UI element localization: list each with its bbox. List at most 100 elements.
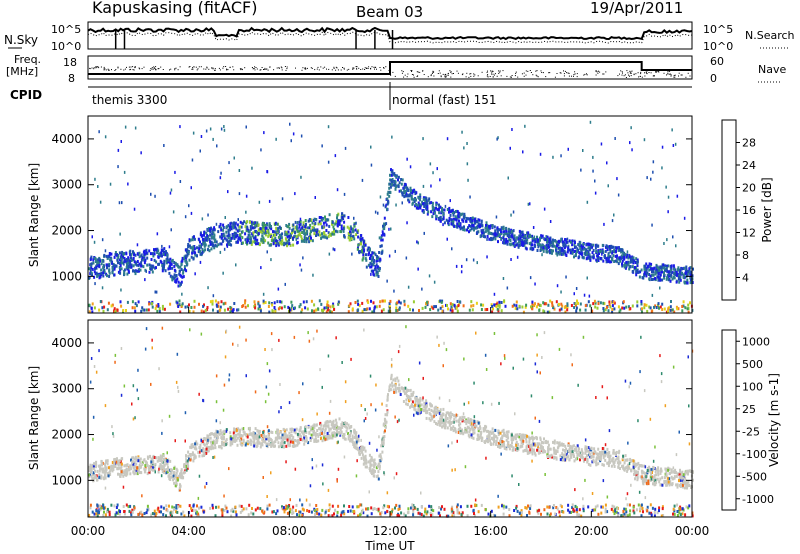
power-cell (287, 230, 290, 234)
velocity-cell (423, 401, 426, 405)
velocity-cell (691, 478, 694, 482)
velocity-cell (555, 457, 558, 461)
velocity-cell (280, 445, 283, 449)
power-cell (298, 225, 301, 229)
power-cell (624, 262, 627, 266)
velocity-cell (466, 430, 469, 434)
power-cell (438, 203, 440, 207)
power-cell (498, 303, 501, 307)
power-cell (424, 305, 427, 309)
power-cell (145, 269, 147, 273)
nave-dot (103, 69, 105, 71)
power-cell (496, 307, 499, 311)
power-cell (325, 229, 328, 232)
power-cell (217, 230, 220, 234)
power-cell (328, 224, 331, 228)
power-cell (353, 224, 356, 228)
power-cell (606, 161, 608, 165)
velocity-cell (280, 440, 283, 444)
power-cell (348, 304, 351, 308)
power-cell (375, 257, 378, 261)
power-cell (249, 225, 252, 229)
velocity-cell (414, 399, 417, 403)
power-cell (273, 239, 276, 243)
power-cell (338, 222, 341, 226)
nave-dot (95, 66, 97, 68)
power-cell (125, 258, 128, 261)
nave-dot (108, 69, 110, 71)
power-cell (347, 232, 350, 235)
power-cell (181, 275, 184, 279)
power-cell (333, 232, 336, 236)
nave-dot (656, 71, 658, 73)
power-cell (321, 226, 324, 230)
velocity-cell (101, 470, 104, 474)
power-cell (129, 256, 132, 260)
power-cell (506, 286, 509, 290)
power-cell (502, 277, 505, 280)
power-cell (325, 223, 328, 227)
power-cell (489, 224, 492, 228)
power-cell (681, 305, 684, 308)
velocity-cell (452, 425, 455, 429)
power-cell (378, 267, 381, 270)
power-cell (634, 261, 637, 264)
power-cell (321, 218, 324, 222)
nave-dot (669, 73, 671, 75)
nave-dot (203, 68, 205, 70)
power-cell (148, 263, 151, 267)
power-cell (227, 236, 230, 240)
nave-dot (586, 74, 588, 76)
power-cell (568, 248, 571, 252)
power-cell (285, 238, 288, 242)
power-cell (496, 234, 499, 238)
velocity-cell (322, 434, 325, 438)
power-cell (670, 275, 673, 279)
velocity-cell (651, 478, 654, 482)
power-cell (247, 228, 250, 232)
power-cell (550, 241, 553, 245)
power-cell (658, 276, 661, 280)
velocity-cell (567, 442, 570, 446)
power-cell (631, 265, 634, 269)
power-cell (621, 264, 624, 268)
nave-dot (685, 76, 687, 78)
nave-dot (563, 73, 565, 75)
nave-dot (628, 74, 629, 76)
power-cell (395, 175, 398, 179)
power-cell (491, 232, 494, 236)
power-cell (300, 239, 303, 243)
power-cell (596, 254, 599, 258)
nave-dot (188, 66, 190, 68)
power-cell (329, 305, 332, 309)
power-cell (663, 266, 666, 270)
power-cell (585, 248, 588, 252)
power-cell (690, 270, 692, 274)
power-cell (169, 261, 172, 265)
power-cell (216, 244, 218, 248)
nave-dot (678, 75, 679, 77)
power-cell (590, 243, 593, 247)
power-cell (652, 160, 655, 164)
power-cell (348, 227, 351, 231)
power-cell (203, 244, 206, 248)
power-cell (370, 272, 372, 276)
power-cell (677, 275, 680, 279)
power-cell (659, 286, 661, 290)
power-cell (193, 237, 196, 241)
velocity-cell (153, 464, 156, 468)
velocity-cell (370, 455, 373, 459)
power-cell (129, 253, 132, 257)
power-cell (623, 263, 626, 267)
nave-dot (537, 76, 539, 78)
power-cell (486, 237, 488, 241)
power-cell (670, 300, 672, 303)
power-cell (155, 260, 158, 264)
velocity-cell (200, 440, 203, 444)
power-cell (496, 137, 498, 141)
power-cell (224, 301, 227, 305)
velocity-cell (523, 448, 526, 452)
power-cell (510, 213, 512, 217)
nave-dot (574, 71, 576, 73)
power-cell (200, 252, 203, 256)
